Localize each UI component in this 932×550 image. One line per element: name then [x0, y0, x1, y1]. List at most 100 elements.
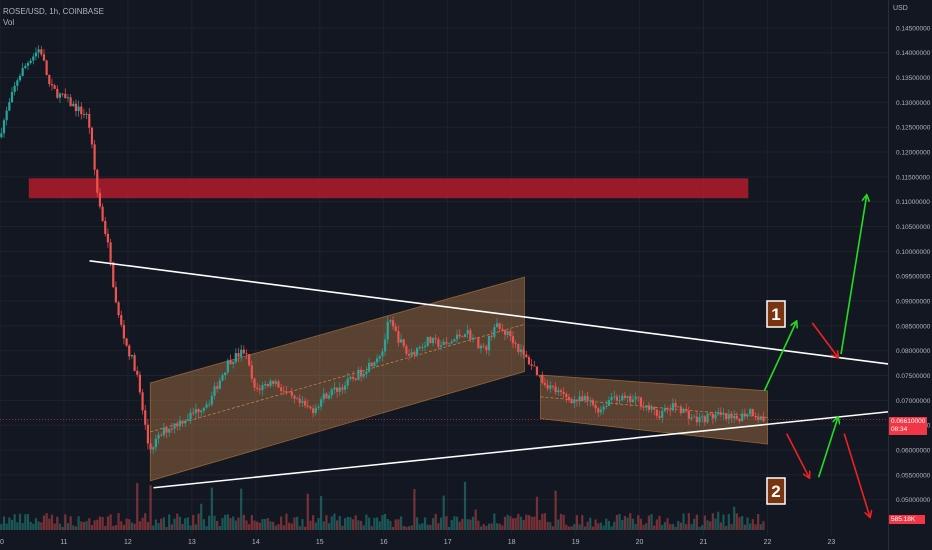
volume-bar [29, 521, 32, 530]
price-tick-label: 0.12000000 [896, 150, 931, 157]
volume-bar [605, 518, 608, 530]
candle-body [261, 385, 264, 390]
candle-body [658, 415, 661, 418]
volume-bar [330, 516, 333, 530]
candle-body [719, 412, 722, 415]
candle-body [687, 410, 690, 419]
candle-body [375, 358, 379, 363]
volume-bar [642, 524, 645, 530]
candle-body [26, 63, 30, 66]
volume-bar [274, 525, 277, 530]
volume-bar [381, 515, 384, 530]
candle-body [757, 417, 760, 420]
candle-body [173, 423, 176, 429]
candle-body [730, 414, 733, 419]
candle-body [469, 330, 472, 340]
volume-bar [120, 521, 123, 530]
volume-bar [256, 521, 259, 530]
volume-bar [221, 518, 224, 530]
candle-body [208, 404, 211, 406]
volume-bar [397, 519, 400, 530]
scenario-badge [766, 477, 786, 505]
candle-body [58, 93, 62, 98]
volume-bar [602, 525, 605, 530]
volume-bar [658, 515, 661, 530]
volume-bar [557, 519, 560, 530]
volume-bar [200, 503, 203, 530]
price-tick-label: 0.11000000 [896, 199, 930, 206]
volume-bar [479, 526, 483, 530]
volume-bar [181, 523, 184, 530]
symbol-label[interactable]: ROSE/USD, 1h, COINBASE [3, 7, 104, 16]
volume-bar [149, 485, 152, 530]
volume-bar [304, 526, 307, 530]
candle-body [192, 412, 195, 414]
volume-bar [146, 521, 150, 530]
candle-body [34, 52, 38, 57]
candle-body [266, 383, 269, 387]
candle-body [218, 380, 221, 389]
candle-body [165, 427, 168, 433]
time-tick-label: 15 [316, 539, 324, 546]
candle-body [725, 413, 728, 419]
time-tick-label: 16 [380, 539, 388, 546]
candle-body [591, 400, 595, 405]
candle-body [549, 385, 552, 389]
candle-body [112, 262, 115, 288]
volume-bar [733, 506, 736, 530]
candle-body [514, 343, 517, 345]
candle-body [613, 396, 616, 398]
candle-body [386, 321, 389, 340]
price-tick-label: 0.09500000 [896, 274, 931, 281]
candle-body [45, 60, 48, 76]
volume-bar [112, 525, 115, 530]
candle-body [381, 351, 384, 357]
candle-body [362, 373, 365, 377]
candle-body [653, 407, 656, 410]
candle-body [125, 338, 128, 346]
volume-bar [290, 523, 293, 530]
volume-bar [61, 526, 64, 530]
volume-label[interactable]: Vol [3, 18, 15, 27]
candle-body [533, 365, 536, 367]
volume-bar [280, 516, 283, 530]
candle-body [458, 334, 461, 337]
candle-body [229, 360, 232, 364]
candle-body [597, 408, 600, 413]
candle-body [240, 349, 243, 357]
volume-bar [447, 526, 451, 530]
volume-bar [581, 515, 584, 530]
volume-bar [573, 524, 576, 530]
volume-bar [13, 514, 16, 530]
volume-bar [66, 523, 70, 530]
volume-bar [194, 524, 197, 530]
volume-bar [93, 520, 96, 530]
volume-bar [213, 515, 216, 530]
candle-body [74, 103, 78, 112]
volume-bar [40, 522, 43, 530]
price-tick-label: 0.08000000 [896, 348, 931, 355]
candle-body [277, 381, 280, 388]
time-axis: 10 11 12 13 14 15 16 17 18 19 20 21 22 23 [0, 539, 835, 546]
volume-bar [541, 513, 544, 530]
candle-body [493, 327, 496, 337]
volume-bar [594, 519, 597, 530]
candle-body [511, 336, 515, 344]
volume-bar [687, 513, 690, 530]
candle-body [333, 387, 336, 390]
volume-bar [317, 518, 320, 530]
volume-bar [751, 519, 754, 530]
candle-body [197, 409, 200, 413]
volume-bar [485, 525, 488, 530]
volume-bar [463, 481, 467, 530]
volume-bar [762, 521, 765, 530]
volume-bar [509, 516, 512, 530]
volume-bar [64, 514, 67, 530]
volume-bar [562, 514, 565, 530]
candle-body [410, 352, 413, 356]
candle-body [210, 395, 213, 405]
candle-body [149, 443, 152, 450]
candle-body [93, 144, 96, 170]
